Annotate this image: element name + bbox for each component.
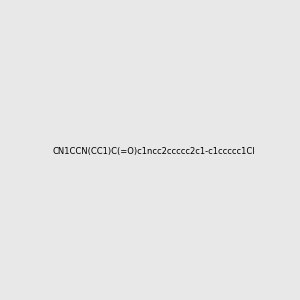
Text: CN1CCN(CC1)C(=O)c1ncc2ccccc2c1-c1ccccc1Cl: CN1CCN(CC1)C(=O)c1ncc2ccccc2c1-c1ccccc1C… xyxy=(52,147,255,156)
